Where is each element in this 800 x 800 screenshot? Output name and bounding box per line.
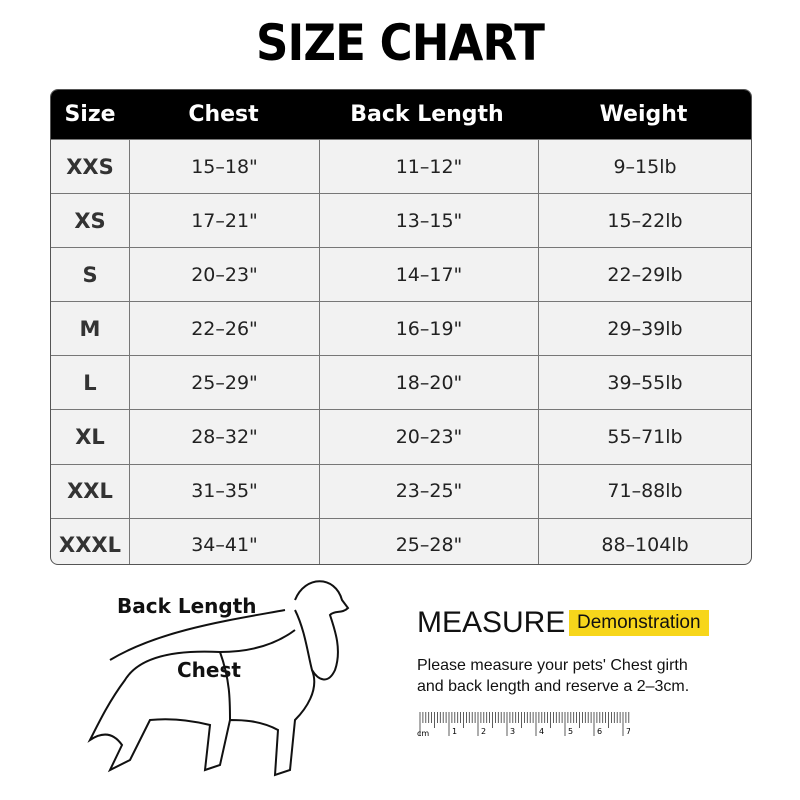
back-length-cell: 20–23" — [319, 410, 538, 464]
weight-cell: 71–88lb — [538, 464, 751, 518]
back-length-cell: 25–28" — [319, 518, 538, 564]
measure-description: Please measure your pets' Chest girth an… — [417, 655, 689, 697]
weight-cell: 15–22lb — [538, 194, 751, 248]
size-cell: XL — [75, 425, 105, 450]
measure-heading: MEASURE — [417, 606, 566, 639]
weight-cell: 39–55lb — [538, 356, 751, 410]
size-cell: XS — [74, 208, 106, 233]
table-row: XS 17–21" 13–15" 15–22lb — [51, 193, 751, 248]
weight-cell: 9–15lb — [538, 140, 751, 194]
size-cell: XXS — [66, 154, 114, 179]
ruler-number: 7 — [626, 727, 630, 736]
chest-cell: 20–23" — [129, 248, 319, 302]
header-back-length: Back Length — [350, 102, 504, 127]
back-length-cell: 11–12" — [319, 140, 538, 194]
size-cell: XXL — [67, 479, 113, 504]
table-row: L 25–29" 18–20" 39–55lb — [51, 355, 751, 410]
ruler-number: 2 — [481, 727, 486, 736]
table-row: XXS 15–18" 11–12" 9–15lb — [51, 139, 751, 194]
ruler-number: 1 — [452, 727, 457, 736]
chest-cell: 25–29" — [129, 356, 319, 410]
header-size: Size — [64, 102, 116, 127]
description-line: Please measure your pets' Chest girth — [417, 657, 688, 674]
chest-cell: 15–18" — [129, 140, 319, 194]
weight-cell: 88–104lb — [538, 518, 751, 564]
header-chest: Chest — [188, 102, 259, 127]
back-length-cell: 16–19" — [319, 302, 538, 356]
dog-outline-icon — [87, 580, 350, 777]
back-length-label: Back Length — [117, 594, 257, 618]
chest-label: Chest — [177, 658, 241, 682]
ruler-number: 6 — [597, 727, 602, 736]
page-title: SIZE CHART — [255, 14, 545, 72]
chest-cell: 17–21" — [129, 194, 319, 248]
table-row: S 20–23" 14–17" 22–29lb — [51, 247, 751, 302]
size-cell: M — [79, 316, 101, 341]
chest-cell: 28–32" — [129, 410, 319, 464]
ruler-number: 4 — [539, 727, 544, 736]
ruler-number: 5 — [568, 727, 573, 736]
table-row: XXL 31–35" 23–25" 71–88lb — [51, 463, 751, 518]
chest-cell: 22–26" — [129, 302, 319, 356]
ruler-icon: cm 1 2 3 4 5 6 7 — [417, 712, 630, 738]
back-length-cell: 23–25" — [319, 464, 538, 518]
weight-cell: 22–29lb — [538, 248, 751, 302]
weight-cell: 29–39lb — [538, 302, 751, 356]
table-row: XL 28–32" 20–23" 55–71lb — [51, 409, 751, 464]
chest-cell: 34–41" — [129, 518, 319, 564]
ruler-unit: cm — [417, 729, 429, 738]
back-length-cell: 14–17" — [319, 248, 538, 302]
size-cell: L — [83, 370, 97, 395]
ruler-number: 3 — [510, 727, 515, 736]
demonstration-badge: Demonstration — [569, 610, 709, 636]
description-line: and back length and reserve a 2–3cm. — [417, 678, 690, 695]
table-row: XXXL 34–41" 25–28" 88–104lb — [51, 517, 751, 564]
chest-cell: 31–35" — [129, 464, 319, 518]
back-length-cell: 13–15" — [319, 194, 538, 248]
size-table: Size Chest Back Length Weight XXS 15–18" 1… — [50, 89, 752, 565]
weight-cell: 55–71lb — [538, 410, 751, 464]
size-cell: S — [82, 262, 98, 287]
table-header: Size Chest Back Length Weight — [51, 90, 751, 139]
size-cell: XXXL — [59, 533, 121, 558]
back-length-cell: 18–20" — [319, 356, 538, 410]
table-row: M 22–26" 16–19" 29–39lb — [51, 301, 751, 356]
header-weight: Weight — [599, 102, 688, 127]
